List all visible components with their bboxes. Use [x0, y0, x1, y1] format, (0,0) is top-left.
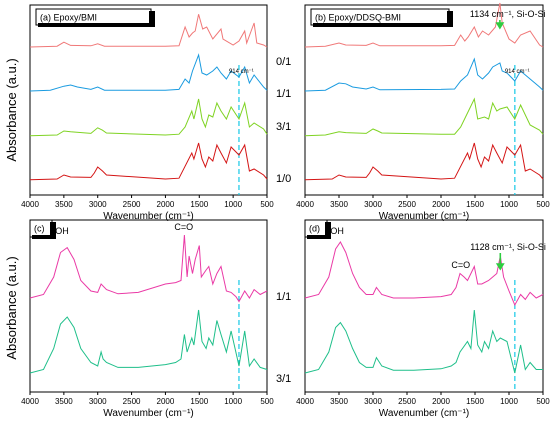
annotation-oh: OH	[55, 226, 68, 236]
x-tick-label: 2500	[398, 397, 416, 406]
y-axis-label-bottom: Absorbance (a.u.)	[4, 256, 19, 359]
panel-a: 4000 3500 3000 2500 2000 1500 1000 500 Wavenumbe…	[21, 4, 274, 222]
plot-frame	[304, 219, 544, 393]
series-line-0-1	[304, 2, 544, 48]
plot-frame	[304, 4, 544, 196]
panel-b: 4000 3500 3000 2500 2000 1500 1000 500 Wavenumbe…	[296, 2, 550, 222]
panel-title-shadow	[325, 222, 331, 239]
series-line-1-0	[304, 142, 544, 181]
panel-title: (b) Epoxy/DDSQ-BMI	[315, 13, 401, 23]
panel-title-shadow	[447, 11, 453, 27]
series-line-1-1	[304, 57, 544, 92]
panel-title-shadow	[32, 235, 54, 239]
x-tick-label: 1000	[224, 397, 242, 406]
panel-title-shadow	[307, 235, 329, 239]
x-tick-label: 4000	[296, 200, 314, 209]
series-label: 1/0	[276, 173, 291, 185]
x-tick-label: 3500	[330, 397, 348, 406]
annotation-914: 914 cm⁻¹	[229, 69, 254, 75]
annotation-si-o-si: 1128 cm⁻¹, Si-O-Si	[470, 242, 546, 252]
x-tick-label: 1000	[224, 200, 242, 209]
x-tick-label: 3000	[89, 397, 107, 406]
x-tick-label: 3000	[364, 397, 382, 406]
annotation-carbonyl: C=O	[451, 260, 470, 270]
x-tick-label: 500	[260, 200, 274, 209]
panel-d: 4000 3500 3000 2500 2000 1500 1000 500 Wavenumbe…	[296, 219, 550, 419]
x-tick-label: 2500	[123, 200, 141, 209]
annotation-914: 914 cm⁻¹	[505, 69, 530, 75]
series-label: 3/1	[276, 121, 291, 133]
series-label: 3/1	[276, 373, 291, 385]
series-label: 1/1	[276, 88, 291, 100]
x-axis-label: Wavenumber (cm⁻¹)	[379, 408, 469, 419]
x-tick-label: 4000	[296, 397, 314, 406]
annotation-arrowhead	[495, 22, 505, 30]
x-tick-label: 500	[536, 397, 550, 406]
x-tick-label: 1500	[190, 200, 208, 209]
x-tick-label: 3500	[55, 200, 73, 209]
series-line-1-1	[304, 241, 544, 307]
plot-frame	[29, 4, 268, 196]
series-line-3-1	[29, 98, 268, 137]
panel-title-shadow	[313, 23, 451, 27]
panel-title: (a) Epoxy/BMI	[40, 13, 97, 23]
x-tick-label: 1500	[466, 397, 484, 406]
series-line-0-1	[29, 14, 268, 48]
series-line-1-1	[29, 53, 268, 92]
x-tick-label: 1000	[500, 397, 518, 406]
panel-title-shadow	[149, 11, 155, 27]
plot-frame	[29, 219, 268, 393]
x-tick-label: 500	[260, 397, 274, 406]
x-tick-label: 1000	[500, 200, 518, 209]
panel-c: 4000 3500 3000 2500 2000 1500 1000 500 Wavenumbe…	[21, 219, 274, 419]
series-line-3-1	[304, 97, 544, 137]
series-label: 1/1	[276, 291, 291, 303]
series-line-3-1	[304, 309, 543, 374]
x-tick-label: 2000	[432, 397, 450, 406]
x-tick-label: 4000	[21, 397, 39, 406]
x-tick-label: 1500	[466, 200, 484, 209]
series-line-3-1	[29, 309, 268, 374]
annotation-carbonyl: C=O	[174, 222, 193, 232]
x-tick-label: 2000	[432, 200, 450, 209]
panel-title-shadow	[38, 23, 153, 27]
panel-title: (c)	[34, 224, 45, 234]
x-tick-label: 3000	[89, 200, 107, 209]
x-tick-label: 2500	[123, 397, 141, 406]
x-tick-label: 1500	[190, 397, 208, 406]
x-tick-label: 2000	[157, 397, 175, 406]
x-tick-label: 4000	[21, 200, 39, 209]
x-tick-label: 2500	[398, 200, 416, 209]
annotation-si-o-si: 1134 cm⁻¹, Si-O-Si	[470, 9, 546, 19]
annotation-oh: OH	[330, 226, 344, 236]
series-line-1-1	[29, 234, 268, 303]
x-axis-label: Wavenumber (cm⁻¹)	[103, 408, 193, 419]
annotation-arrowhead	[495, 263, 505, 271]
x-tick-label: 3500	[330, 200, 348, 209]
panel-title: (d)	[309, 224, 320, 234]
x-axis-label: Wavenumber (cm⁻¹)	[103, 211, 193, 222]
x-axis-label: Wavenumber (cm⁻¹)	[379, 211, 469, 222]
series-line-1-0	[29, 142, 268, 181]
x-tick-label: 3000	[364, 200, 382, 209]
y-axis-label-top: Absorbance (a.u.)	[4, 58, 19, 161]
x-tick-label: 500	[536, 200, 550, 209]
series-label: 0/1	[276, 56, 291, 68]
x-tick-label: 3500	[55, 397, 73, 406]
x-tick-label: 2000	[157, 200, 175, 209]
panel-title-shadow	[50, 222, 56, 239]
